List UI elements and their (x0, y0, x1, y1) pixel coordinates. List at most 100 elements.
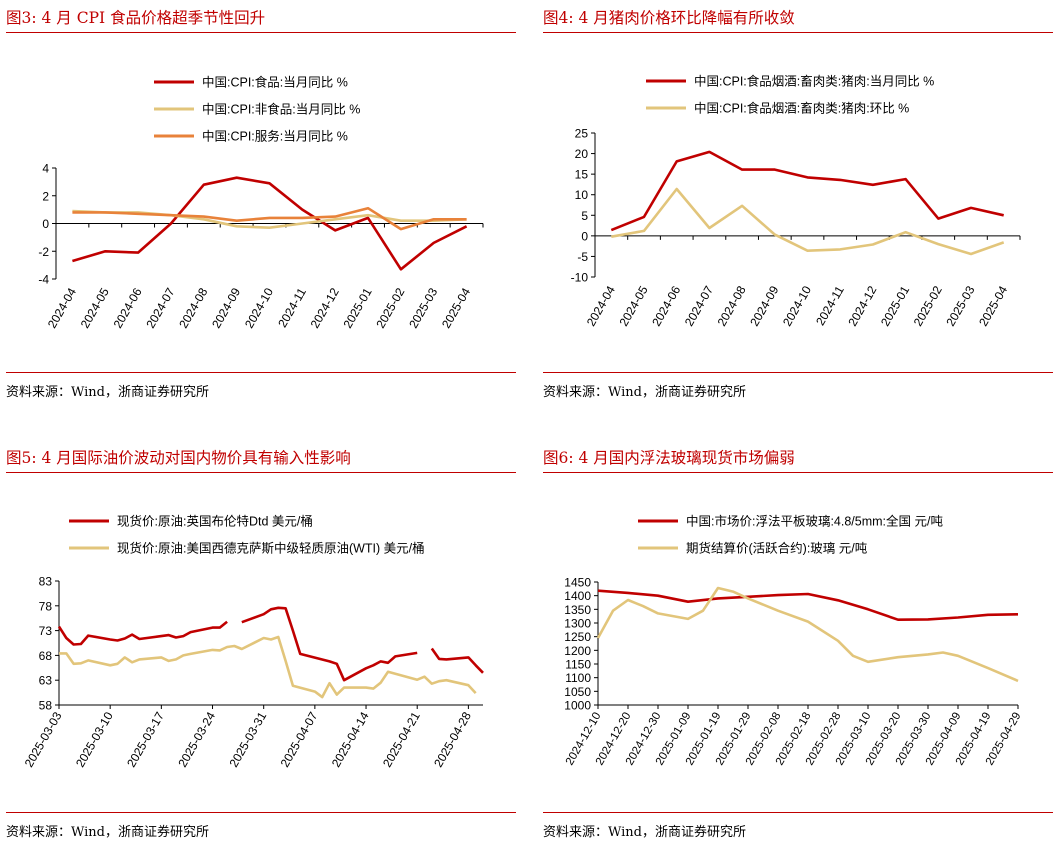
source-rule (543, 812, 1053, 813)
series-line (597, 589, 1019, 621)
x-tick-label: 2025-03 (943, 283, 977, 328)
x-tick-label: 2024-12 (308, 285, 342, 330)
y-tick-label: 0 (42, 217, 49, 231)
x-tick-label: 2024-11 (275, 285, 309, 330)
x-tick-label: 2025-04-14 (329, 709, 372, 769)
series-line (430, 647, 484, 674)
pork-price-chart: 中国:CPI:食品烟酒:畜肉类:猪肉:当月同比 % 中国:CPI:食品烟酒:畜肉类… (571, 74, 1021, 329)
y-tick-label: 78 (39, 599, 53, 613)
x-tick-label: 2024-10 (242, 285, 276, 330)
legend-label: 中国:CPI:食品烟酒:畜肉类:猪肉:环比 % (694, 101, 909, 116)
x-tick-label: 2024-07 (682, 283, 716, 328)
x-tick-label: 2025-02 (911, 283, 945, 328)
y-tick-label: 4 (42, 162, 49, 176)
source-note: 资料来源：Wind，浙商证券研究所 (543, 385, 746, 400)
y-tick-label: 5 (581, 209, 588, 223)
y-tick-label: 15 (575, 168, 589, 182)
y-tick-label: 1250 (564, 630, 591, 644)
x-tick-label: 2024-04 (45, 285, 79, 330)
chart-title: 图4: 4 月猪肉价格环比降幅有所收敛 (543, 9, 795, 27)
legend-label: 中国:CPI:食品烟酒:畜肉类:猪肉:当月同比 % (694, 74, 934, 89)
x-tick-label: 2024-07 (143, 285, 177, 330)
x-tick-label: 2025-01 (878, 283, 912, 328)
series-line (611, 187, 1005, 256)
x-tick-label: 2025-03-17 (124, 709, 167, 769)
y-tick-label: 1400 (564, 589, 591, 603)
source-rule (6, 812, 516, 813)
oil-price-chart: 现货价:原油:英国布伦特Dtd 美元/桶现货价:原油:美国西德克萨斯中级轻质原油… (22, 514, 484, 770)
title-rule (543, 472, 1053, 473)
series-line (59, 635, 477, 699)
y-tick-label: -2 (38, 245, 49, 259)
y-tick-label: 63 (39, 674, 53, 688)
legend-label: 中国:CPI:非食品:当月同比 % (202, 102, 360, 117)
x-tick-label: 2024-06 (111, 285, 145, 330)
series-line (596, 586, 1019, 683)
series-line (241, 606, 418, 682)
x-tick-label: 2024-06 (649, 283, 683, 328)
y-tick-label: -4 (38, 273, 49, 287)
title-rule (6, 32, 516, 33)
x-tick-label: 2025-03-03 (22, 709, 65, 769)
x-tick-label: 2024-05 (616, 283, 650, 328)
chart-panel-fig6: 图6: 4 月国内浮法玻璃现货市场偏弱 中国:市场价:浮法平板玻璃:4.8/5m… (543, 440, 1053, 861)
x-tick-label: 2024-10 (780, 283, 814, 328)
x-tick-label: 2025-04-21 (380, 709, 423, 769)
legend-label: 中国:CPI:服务:当月同比 % (202, 129, 348, 144)
x-tick-label: 2025-04 (439, 285, 473, 330)
x-tick-label: 2024-09 (747, 283, 781, 328)
x-tick-label: 2024-11 (813, 283, 847, 328)
source-note: 资料来源：Wind，浙商证券研究所 (543, 825, 746, 840)
y-tick-label: 1150 (565, 658, 591, 672)
legend-label: 现货价:原油:英国布伦特Dtd 美元/桶 (117, 514, 313, 529)
y-tick-label: 2 (42, 189, 49, 203)
x-tick-label: 2025-02 (373, 285, 407, 330)
source-note: 资料来源：Wind，浙商证券研究所 (6, 825, 209, 840)
chart-panel-fig4: 图4: 4 月猪肉价格环比降幅有所收敛 中国:CPI:食品烟酒:畜肉类:猪肉:当… (543, 0, 1053, 421)
x-tick-label: 2025-01 (340, 285, 374, 330)
y-tick-label: 1050 (564, 685, 591, 699)
x-tick-label: 2024-08 (715, 283, 749, 328)
y-tick-label: 10 (575, 188, 589, 202)
legend-label: 中国:CPI:食品:当月同比 % (202, 75, 348, 90)
chart-panel-fig5: 图5: 4 月国际油价波动对国内物价具有输入性影响 现货价:原油:英国布伦特Dt… (6, 440, 516, 861)
y-tick-label: 0 (581, 229, 588, 243)
y-tick-label: 73 (39, 624, 53, 638)
x-tick-label: 2024-09 (209, 285, 243, 330)
legend-label: 期货结算价(活跃合约):玻璃 元/吨 (686, 541, 868, 556)
source-rule (543, 372, 1053, 373)
y-tick-label: 20 (575, 147, 589, 161)
y-tick-label: 58 (39, 699, 53, 713)
y-tick-label: 1350 (564, 603, 591, 617)
y-tick-label: 1300 (564, 617, 591, 631)
glass-price-chart: 中国:市场价:浮法平板玻璃:4.8/5mm:全国 元/吨期货结算价(活跃合约):… (564, 514, 1024, 768)
series-line (72, 176, 468, 271)
y-tick-label: 1450 (564, 576, 591, 590)
y-tick-label: 83 (39, 575, 53, 589)
x-tick-label: 2025-04 (976, 283, 1010, 328)
source-rule (6, 372, 516, 373)
cpi-food-chart: 中国:CPI:食品:当月同比 % 中国:CPI:非食品:当月同比 % 中国:CPI:… (38, 75, 484, 331)
x-tick-label: 2025-03 (406, 285, 440, 330)
chart-title: 图6: 4 月国内浮法玻璃现货市场偏弱 (543, 449, 795, 467)
x-tick-label: 2024-12 (845, 283, 879, 328)
x-tick-label: 2025-04-28 (431, 709, 474, 769)
y-tick-label: 1200 (564, 644, 591, 658)
title-rule (543, 32, 1053, 33)
y-tick-label: 1000 (564, 699, 591, 713)
series-line (610, 150, 1004, 232)
legend-label: 现货价:原油:美国西德克萨斯中级轻质原油(WTI) 美元/桶 (117, 541, 425, 556)
series-line (72, 206, 467, 231)
x-tick-label: 2025-04-07 (278, 709, 321, 769)
y-tick-label: 1100 (565, 671, 591, 685)
legend-label: 中国:市场价:浮法平板玻璃:4.8/5mm:全国 元/吨 (686, 514, 943, 529)
y-tick-label: 25 (575, 127, 589, 141)
title-rule (6, 472, 516, 473)
y-tick-label: -5 (577, 250, 588, 264)
x-tick-label: 2025-03-24 (175, 709, 218, 769)
y-tick-label: 68 (39, 649, 53, 663)
chart-title: 图5: 4 月国际油价波动对国内物价具有输入性影响 (6, 449, 351, 467)
chart-panel-fig3: 图3: 4 月 CPI 食品价格超季节性回升 中国:CPI:食品:当月同比 % 中… (6, 0, 516, 421)
x-tick-label: 2024-08 (176, 285, 210, 330)
x-tick-label: 2025-03-31 (226, 709, 269, 769)
